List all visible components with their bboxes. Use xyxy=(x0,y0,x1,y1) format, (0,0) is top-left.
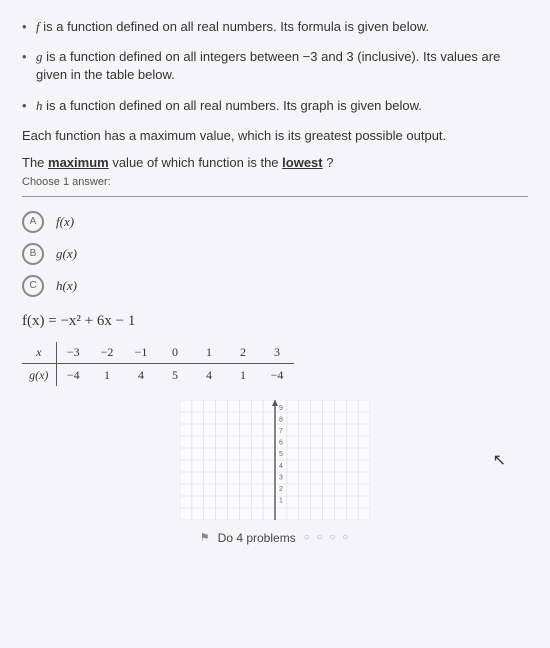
emph-lowest: lowest xyxy=(282,155,322,170)
option-c[interactable]: C h(x) xyxy=(22,275,528,297)
svg-text:7: 7 xyxy=(279,428,283,435)
footer-text: Do 4 problems xyxy=(218,531,296,545)
radio-a[interactable]: A xyxy=(22,211,44,233)
context-paragraph: Each function has a maximum value, which… xyxy=(22,127,528,145)
emph-max: maximum xyxy=(48,155,109,170)
svg-text:9: 9 xyxy=(279,405,283,412)
svg-text:6: 6 xyxy=(279,440,283,447)
option-b-label: g(x) xyxy=(56,246,77,262)
intro-text: g is a function defined on all integers … xyxy=(36,48,528,84)
svg-text:2: 2 xyxy=(279,486,283,493)
option-c-label: h(x) xyxy=(56,278,77,294)
table-row: g(x) −4 1 4 5 4 1 −4 xyxy=(22,364,294,386)
options-group: A f(x) B g(x) C h(x) xyxy=(22,211,528,297)
bullet: • xyxy=(22,97,36,115)
intro-list: • f is a function defined on all real nu… xyxy=(22,18,528,115)
gx-header: g(x) xyxy=(22,364,56,386)
intro-text: f is a function defined on all real numb… xyxy=(36,18,429,36)
table-row: x −3 −2 −1 0 1 2 3 xyxy=(22,342,294,364)
intro-item-f: • f is a function defined on all real nu… xyxy=(22,18,528,36)
intro-text: h is a function defined on all real numb… xyxy=(36,97,422,115)
g-table: x −3 −2 −1 0 1 2 3 g(x) −4 1 4 5 4 1 −4 xyxy=(22,342,294,386)
bullet: • xyxy=(22,18,36,36)
option-a-label: f(x) xyxy=(56,214,74,230)
radio-c[interactable]: C xyxy=(22,275,44,297)
footer: ⚑ Do 4 problems ○ ○ ○ ○ xyxy=(22,531,528,545)
flag-icon[interactable]: ⚑ xyxy=(200,531,210,544)
intro-item-g: • g is a function defined on all integer… xyxy=(22,48,528,84)
svg-text:1: 1 xyxy=(279,497,283,504)
svg-text:3: 3 xyxy=(279,474,283,481)
divider xyxy=(22,196,528,197)
cursor-icon: ↖ xyxy=(493,450,506,470)
choose-label: Choose 1 answer: xyxy=(22,176,528,188)
x-header: x xyxy=(22,342,56,364)
bullet: • xyxy=(22,48,36,84)
intro-item-h: • h is a function defined on all real nu… xyxy=(22,97,528,115)
radio-b[interactable]: B xyxy=(22,243,44,265)
option-b[interactable]: B g(x) xyxy=(22,243,528,265)
question-text: The maximum value of which function is t… xyxy=(22,155,528,170)
formula-f: f(x) = −x² + 6x − 1 xyxy=(22,313,528,330)
svg-text:4: 4 xyxy=(279,463,283,470)
progress-dots: ○ ○ ○ ○ xyxy=(304,532,351,543)
svg-text:5: 5 xyxy=(279,451,283,458)
graph-h: 9 8 7 6 5 4 3 2 1 xyxy=(22,400,528,523)
svg-text:8: 8 xyxy=(279,416,283,423)
option-a[interactable]: A f(x) xyxy=(22,211,528,233)
graph-svg: 9 8 7 6 5 4 3 2 1 xyxy=(180,400,370,520)
